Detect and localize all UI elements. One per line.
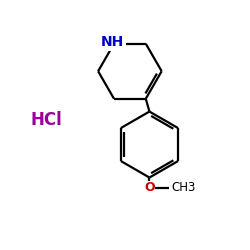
Text: O: O bbox=[144, 181, 155, 194]
Text: HCl: HCl bbox=[31, 111, 63, 129]
Text: NH: NH bbox=[101, 36, 124, 50]
Text: CH3: CH3 bbox=[172, 181, 196, 194]
